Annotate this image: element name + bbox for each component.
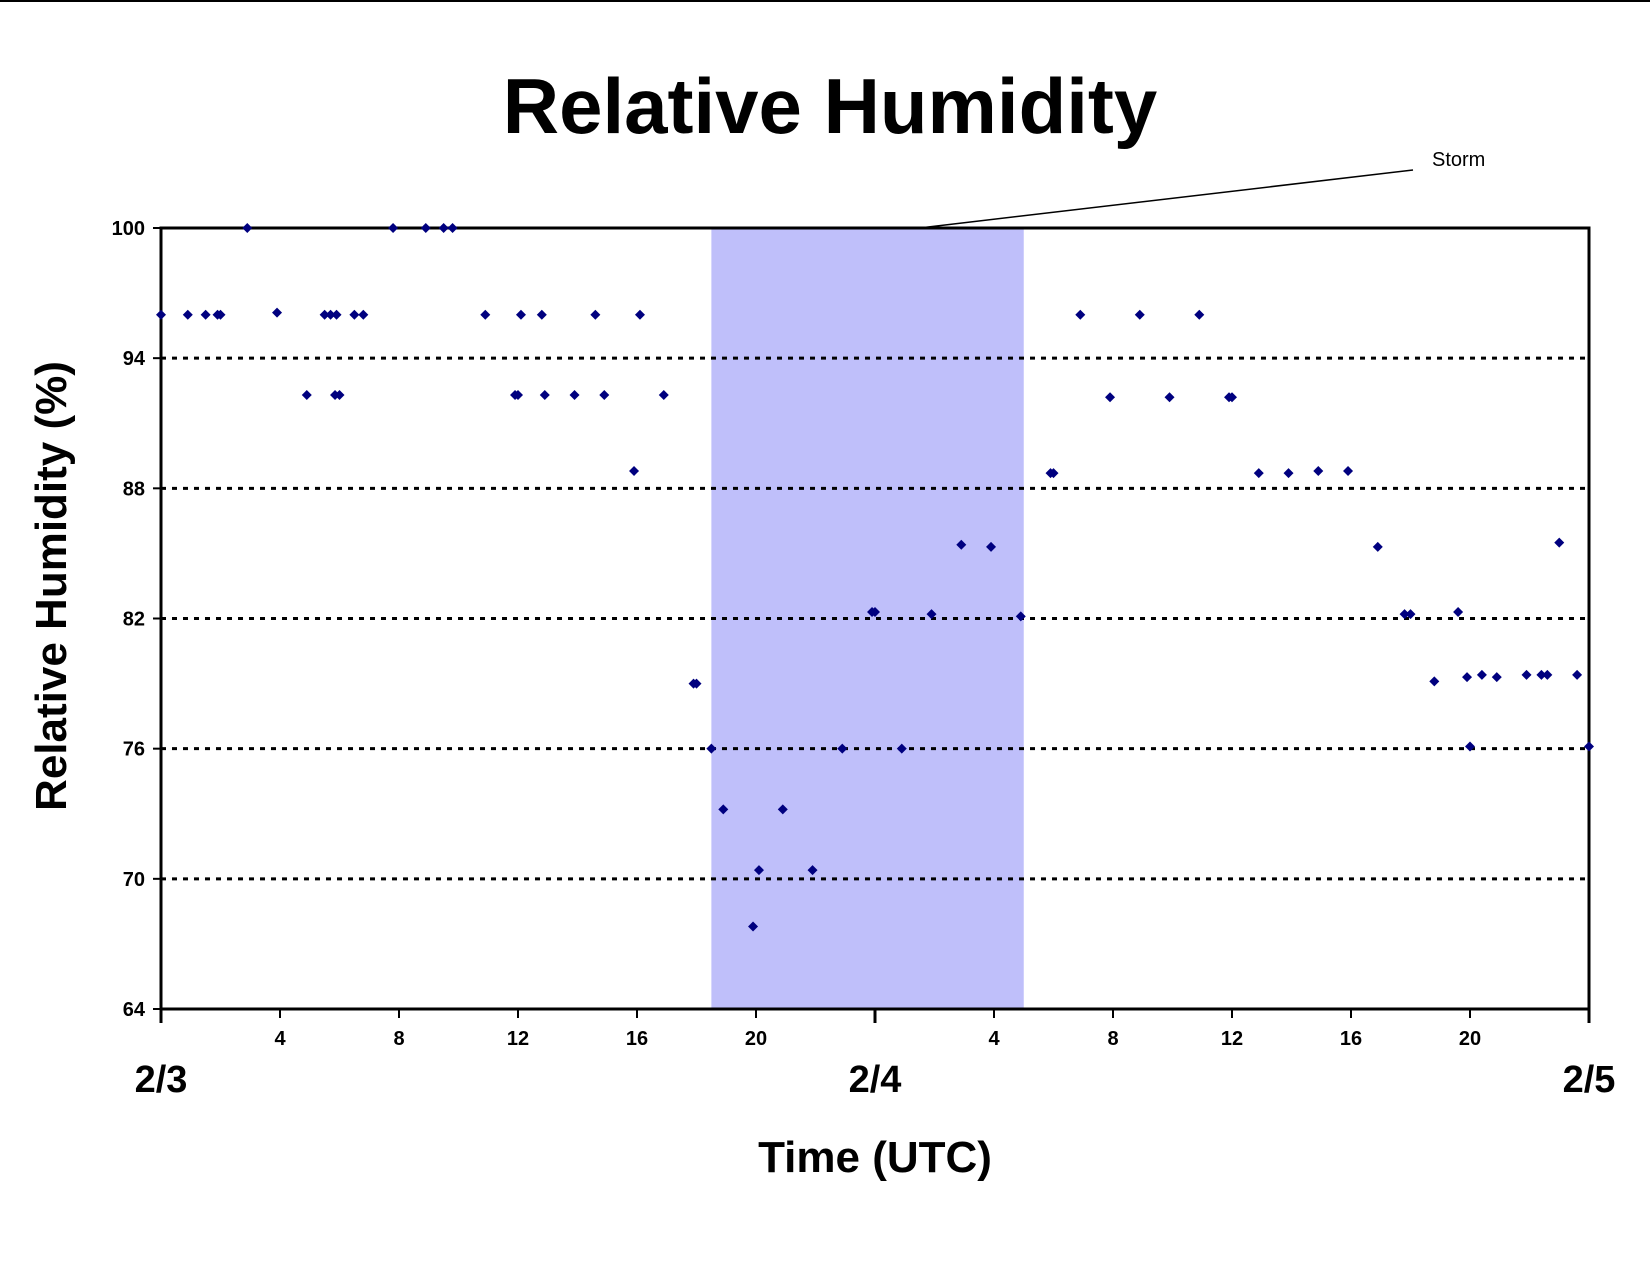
x-tick-label-32: 8 <box>1107 1028 1118 1050</box>
data-point-55 <box>1227 392 1237 403</box>
y-tick-label-88: 88 <box>123 478 145 500</box>
data-point-6 <box>272 307 283 318</box>
data-point-58 <box>1313 465 1324 476</box>
data-point-12 <box>334 390 345 401</box>
data-point-19 <box>480 309 491 320</box>
y-axis-ticks: 64 70 76 82 88 94 100 <box>112 218 161 1021</box>
y-axis-label: Relative Humidity (%) <box>27 361 76 811</box>
date-label-2-5: 2/5 <box>1563 1059 1616 1101</box>
data-point-28 <box>629 465 640 476</box>
data-point-73 <box>1572 669 1583 680</box>
date-label-2-4: 2/4 <box>849 1059 902 1101</box>
data-point-52 <box>1164 392 1175 403</box>
data-point-33 <box>706 743 717 754</box>
data-point-26 <box>590 309 601 320</box>
x-tick-label-44: 20 <box>1459 1028 1481 1050</box>
data-point-72 <box>1554 537 1565 548</box>
data-point-2 <box>200 309 211 320</box>
data-point-51 <box>1134 309 1145 320</box>
y-tick-label-100: 100 <box>112 218 145 240</box>
data-point-66 <box>1465 741 1475 752</box>
data-point-30 <box>658 390 669 401</box>
data-point-70 <box>1536 669 1547 680</box>
data-point-23 <box>536 309 547 320</box>
data-point-64 <box>1453 606 1464 617</box>
data-point-9 <box>325 309 336 320</box>
data-point-42 <box>896 743 907 754</box>
data-point-39 <box>837 743 848 754</box>
data-point-69 <box>1521 669 1532 680</box>
date-labels: 2/3 2/4 2/5 <box>135 1059 1616 1101</box>
x-tick-label-8: 8 <box>393 1028 404 1050</box>
data-point-48 <box>1048 468 1059 479</box>
data-point-21 <box>513 390 523 401</box>
data-point-38 <box>807 865 818 876</box>
data-point-49 <box>1075 309 1086 320</box>
gridlines <box>161 356 1589 881</box>
data-point-14 <box>358 309 369 320</box>
data-point-10 <box>331 309 342 320</box>
y-tick-label-64: 64 <box>123 999 146 1021</box>
data-point-16 <box>420 223 431 233</box>
data-point-43 <box>926 609 937 620</box>
data-point-65 <box>1462 672 1473 683</box>
data-point-37 <box>777 804 788 815</box>
x-tick-label-20: 20 <box>745 1028 767 1050</box>
data-point-45 <box>986 541 997 552</box>
data-point-29 <box>634 309 645 320</box>
y-tick-label-70: 70 <box>123 869 145 891</box>
data-point-53 <box>1194 309 1205 320</box>
date-label-2-3: 2/3 <box>135 1059 188 1101</box>
y-tick-label-82: 82 <box>123 609 145 631</box>
data-point-18 <box>447 223 458 233</box>
chart-title: Relative Humidity <box>503 62 1158 150</box>
x-axis-ticks: 4 8 12 16 20 4 8 12 16 20 <box>159 1009 1591 1050</box>
data-point-71 <box>1542 669 1553 680</box>
x-tick-label-4: 4 <box>274 1028 286 1050</box>
data-point-5 <box>242 223 253 233</box>
data-point-1 <box>182 309 193 320</box>
data-points <box>156 223 1594 932</box>
storm-annotation-line <box>919 169 1414 229</box>
storm-annotation-label: Storm <box>1432 149 1485 171</box>
x-tick-label-12: 12 <box>507 1028 529 1050</box>
data-point-13 <box>349 309 360 320</box>
data-point-24 <box>539 390 550 401</box>
data-point-50 <box>1105 392 1116 403</box>
data-point-22 <box>515 309 526 320</box>
data-point-25 <box>569 390 580 401</box>
x-tick-label-36: 12 <box>1221 1028 1243 1050</box>
x-tick-label-40: 16 <box>1340 1028 1362 1050</box>
data-point-61 <box>1399 609 1410 620</box>
data-point-67 <box>1476 669 1487 680</box>
data-point-74 <box>1584 741 1594 752</box>
data-point-63 <box>1429 676 1440 687</box>
data-point-32 <box>691 678 702 689</box>
data-point-56 <box>1253 468 1264 479</box>
data-point-27 <box>599 390 610 401</box>
data-point-4 <box>215 309 226 320</box>
data-point-15 <box>388 223 399 233</box>
data-point-59 <box>1343 465 1354 476</box>
x-tick-label-16: 16 <box>626 1028 648 1050</box>
y-tick-label-94: 94 <box>123 348 146 370</box>
data-point-0 <box>156 309 166 320</box>
data-point-41 <box>870 606 880 617</box>
data-point-68 <box>1491 672 1502 683</box>
data-point-46 <box>1015 611 1026 622</box>
data-point-35 <box>748 921 759 932</box>
y-tick-label-76: 76 <box>123 739 145 761</box>
data-point-44 <box>956 539 967 550</box>
data-point-57 <box>1283 468 1294 479</box>
data-point-8 <box>319 309 330 320</box>
x-axis-label: Time (UTC) <box>758 1133 992 1182</box>
data-point-17 <box>438 223 449 233</box>
data-point-36 <box>753 865 764 876</box>
data-point-7 <box>301 390 312 401</box>
data-point-62 <box>1405 609 1416 620</box>
data-point-60 <box>1372 541 1383 552</box>
data-point-34 <box>718 804 729 815</box>
x-tick-label-28: 4 <box>988 1028 1000 1050</box>
